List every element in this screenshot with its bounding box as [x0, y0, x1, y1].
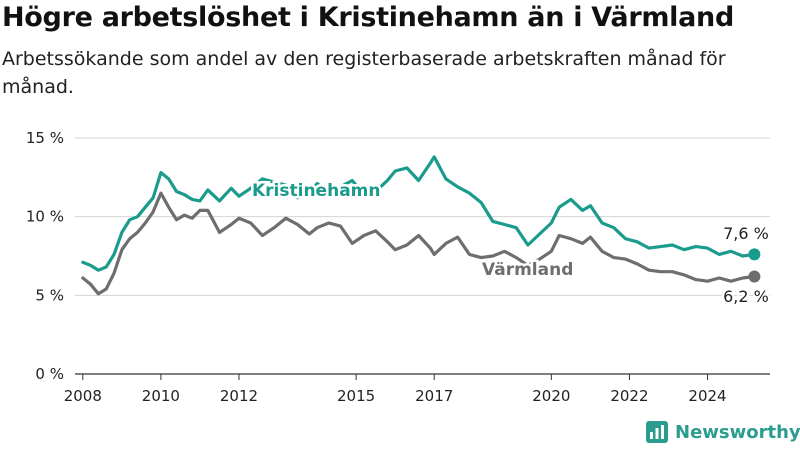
x-tick-label: 2012 — [220, 387, 258, 405]
x-tick-label: 2020 — [532, 387, 570, 405]
x-tick-label: 2008 — [64, 387, 102, 405]
x-tick-label: 2010 — [142, 387, 180, 405]
y-tick-label: 5 % — [35, 286, 64, 304]
series-end-point-kristinehamn — [748, 248, 761, 261]
brand-name: Newsworthy — [675, 421, 800, 443]
x-tick-label: 2015 — [337, 387, 375, 405]
chart-subtitle: Arbetssökande som andel av den registerb… — [2, 48, 726, 98]
y-tick-label: 0 % — [35, 365, 64, 383]
series-label-kristinehamn: Kristinehamn — [252, 181, 380, 201]
series-end-point-varmland — [748, 270, 761, 283]
y-tick-label: 10 % — [26, 208, 64, 226]
series-line-varmland — [81, 191, 756, 296]
y-tick-label: 15 % — [26, 129, 64, 147]
series-line-kristinehamn — [81, 155, 756, 272]
end-value-label-varmland: 6,2 % — [723, 287, 769, 306]
x-tick-label: 2017 — [415, 387, 453, 405]
series-label-varmland: Värmland — [482, 260, 573, 280]
newsworthy-brand: Newsworthy — [645, 418, 800, 446]
x-tick-label: 2022 — [610, 387, 648, 405]
x-tick-label: 2024 — [688, 387, 726, 405]
newsworthy-logo-icon — [646, 421, 668, 443]
end-value-label-kristinehamn: 7,6 % — [723, 224, 769, 243]
chart-title: Högre arbetslöshet i Kristinehamn än i V… — [2, 2, 734, 33]
